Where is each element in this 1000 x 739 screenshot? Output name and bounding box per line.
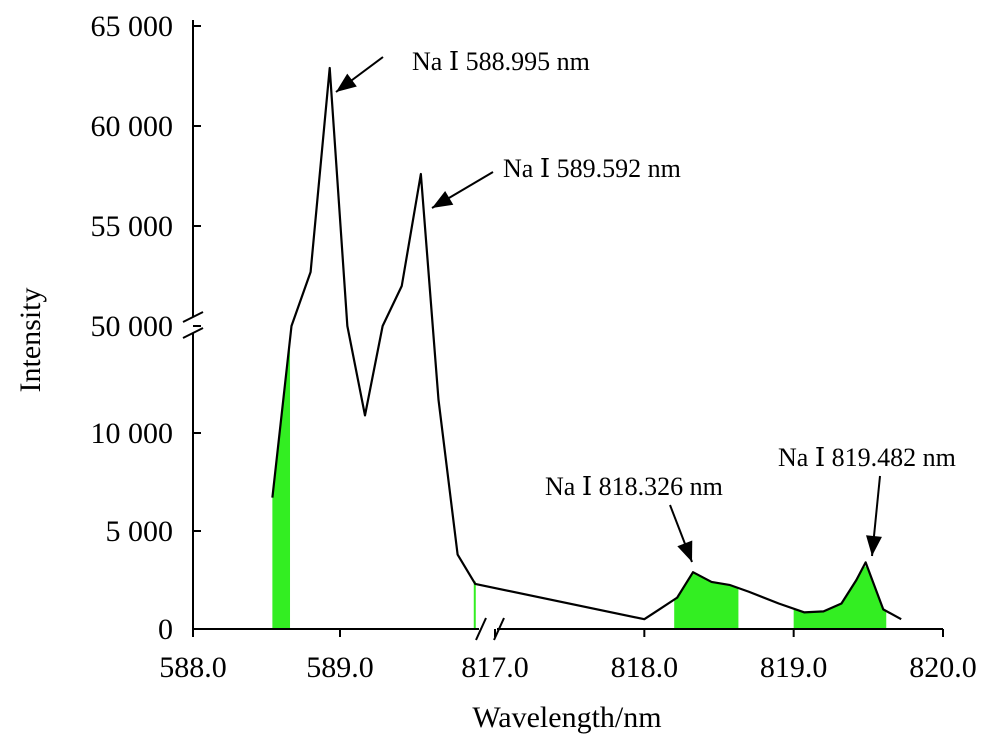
annotation-label: Na Ⅰ 818.326 nm	[545, 472, 723, 501]
y-axis-title: Intensity	[14, 288, 47, 393]
annotation-arrowhead	[866, 535, 882, 556]
y-tick-label: 55 000	[91, 210, 174, 243]
peak-annotation: Na Ⅰ 588.995 nm	[335, 47, 590, 93]
shaded-region	[272, 339, 291, 629]
y-break-stroke	[182, 327, 204, 339]
y-tick-label: 5 000	[106, 515, 174, 548]
shaded-region	[793, 565, 887, 629]
x-tick-label: 818.0	[611, 651, 679, 684]
peak-annotation: Na Ⅰ 819.482 nm	[778, 443, 956, 557]
y-tick-label: 0	[158, 613, 173, 646]
annotation-arrowhead	[432, 190, 454, 208]
y-axis-break-mark	[182, 311, 204, 339]
y-ticks: 0 5 000 10 000 50 000 55 000 60 000 65 000	[91, 10, 201, 646]
annotation-label: Na Ⅰ 819.482 nm	[778, 443, 956, 472]
y-tick-label: 65 000	[91, 10, 174, 43]
annotation-arrowhead	[336, 73, 357, 92]
x-tick-label: 820.0	[909, 651, 977, 684]
y-break-stroke	[182, 311, 204, 323]
y-tick-label: 50 000	[91, 310, 174, 343]
x-tick-label: 817.0	[461, 651, 529, 684]
peak-annotation: Na Ⅰ 589.592 nm	[431, 154, 681, 209]
x-axis-title: Wavelength/nm	[472, 701, 661, 734]
x-tick-label: 589.0	[306, 651, 374, 684]
shaded-region	[674, 572, 739, 629]
annotation-label: Na Ⅰ 588.995 nm	[412, 47, 590, 76]
x-tick-label: 588.0	[159, 651, 227, 684]
shaded-regions	[272, 339, 887, 629]
annotation-label: Na Ⅰ 589.592 nm	[503, 154, 681, 183]
y-tick-label: 60 000	[91, 110, 174, 143]
y-tick-label: 10 000	[91, 417, 174, 450]
x-ticks: 588.0 589.0 817.0 818.0 819.0 820.0	[159, 629, 977, 684]
x-axis-break-mark	[475, 617, 505, 641]
x-tick-label: 819.0	[760, 651, 828, 684]
annotation-arrowhead	[677, 540, 693, 562]
peak-annotation: Na Ⅰ 818.326 nm	[545, 472, 723, 563]
x-break-stroke	[475, 617, 487, 641]
spectrum-line	[271, 66, 902, 621]
shaded-region	[473, 581, 476, 629]
axes	[182, 20, 943, 641]
annotations: Na Ⅰ 588.995 nm Na Ⅰ 589.592 nm Na Ⅰ 818.3…	[335, 47, 956, 563]
